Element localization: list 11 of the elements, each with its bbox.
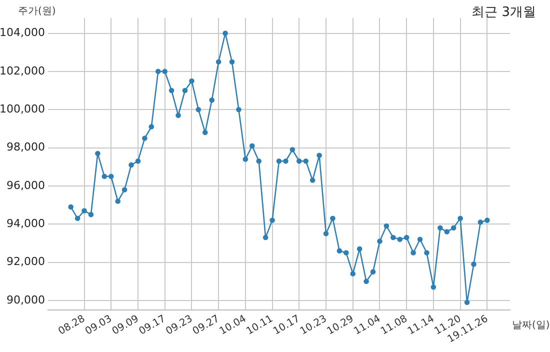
y-tick-label: 100,000 xyxy=(0,102,45,116)
y-tick-label: 96,000 xyxy=(6,178,45,192)
y-tick-label: 92,000 xyxy=(6,255,45,268)
y-tick-label: 102,000 xyxy=(0,64,45,78)
x-axis-title: 날짜(일) xyxy=(512,319,550,332)
y-axis-title: 주가(원) xyxy=(18,5,56,18)
y-tick-label: 90,000 xyxy=(6,293,45,306)
chart-title: 최근 3개월 xyxy=(472,4,536,21)
y-tick-label: 94,000 xyxy=(6,216,45,230)
y-tick-label: 104,000 xyxy=(0,26,45,40)
y-tick-label: 98,000 xyxy=(6,140,45,154)
